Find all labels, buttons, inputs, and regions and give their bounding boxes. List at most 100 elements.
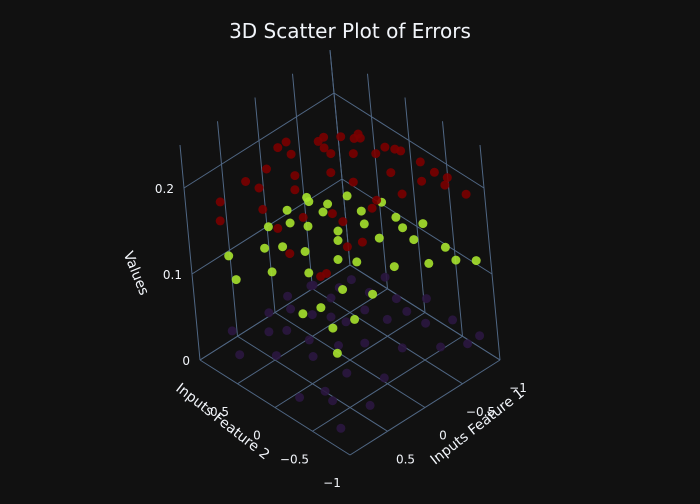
scatter-point[interactable] (254, 183, 264, 193)
scatter-point[interactable] (241, 177, 251, 186)
scatter-point[interactable] (273, 143, 283, 153)
scatter-point[interactable] (352, 257, 362, 267)
scatter-point[interactable] (263, 222, 273, 232)
scatter-point[interactable] (336, 423, 346, 433)
scatter-point[interactable] (290, 171, 300, 181)
scatter-point[interactable] (215, 197, 225, 207)
scatter-point[interactable] (332, 348, 342, 358)
scatter-point[interactable] (349, 133, 359, 143)
scatter-point[interactable] (463, 339, 473, 349)
scatter-point[interactable] (328, 396, 338, 406)
scatter-point[interactable] (421, 318, 431, 328)
scatter-point[interactable] (396, 146, 406, 156)
scatter-point[interactable] (442, 173, 452, 183)
scatter-point[interactable] (298, 212, 308, 222)
data-points[interactable] (215, 129, 485, 433)
scatter-point[interactable] (397, 189, 407, 199)
scatter-point[interactable] (391, 212, 401, 222)
scatter-point[interactable] (418, 219, 428, 229)
scatter-point[interactable] (448, 315, 458, 325)
scatter-point[interactable] (386, 168, 396, 178)
scatter-point[interactable] (342, 191, 352, 201)
scatter-point[interactable] (286, 149, 296, 159)
scatter-point[interactable] (397, 343, 407, 353)
scatter-point[interactable] (260, 243, 270, 253)
scatter-point[interactable] (267, 267, 277, 277)
scatter-point[interactable] (365, 400, 375, 410)
scatter-point[interactable] (215, 216, 225, 226)
scatter-point[interactable] (409, 235, 419, 245)
scatter-point[interactable] (282, 205, 292, 215)
scatter-point[interactable] (285, 218, 295, 228)
scatter-point[interactable] (304, 197, 314, 207)
scatter-point[interactable] (338, 217, 348, 227)
scatter-point[interactable] (360, 338, 370, 348)
scatter-point[interactable] (380, 142, 390, 152)
scatter-point[interactable] (334, 341, 343, 350)
scatter-point[interactable] (367, 203, 377, 213)
scatter-point[interactable] (326, 312, 336, 322)
scatter-point[interactable] (436, 342, 446, 352)
scatter-point[interactable] (389, 262, 399, 272)
scatter-point[interactable] (461, 189, 471, 199)
scatter-point[interactable] (281, 137, 291, 147)
scatter-point[interactable] (357, 237, 367, 247)
scatter-point[interactable] (300, 247, 310, 256)
scatter-point[interactable] (380, 272, 390, 282)
scatter-point[interactable] (264, 327, 274, 337)
scatter-point[interactable] (368, 289, 378, 299)
scatter-point[interactable] (319, 143, 329, 153)
scatter-point[interactable] (262, 164, 271, 174)
scatter-point[interactable] (348, 177, 358, 187)
scatter-point[interactable] (402, 306, 412, 316)
scatter-point[interactable] (283, 291, 293, 301)
scatter-point[interactable] (227, 326, 237, 336)
scatter-point[interactable] (298, 309, 308, 319)
scatter-point[interactable] (278, 242, 288, 252)
scatter-point[interactable] (320, 386, 330, 396)
scatter-point[interactable] (224, 251, 234, 261)
scatter-point[interactable] (308, 352, 318, 361)
scatter-point[interactable] (372, 195, 382, 205)
scatter-point[interactable] (379, 373, 389, 383)
scatter-point[interactable] (258, 204, 268, 214)
scatter-point[interactable] (290, 185, 300, 195)
scatter-point[interactable] (326, 168, 336, 178)
scatter-point[interactable] (308, 280, 318, 290)
scatter-point[interactable] (264, 308, 274, 318)
scatter-point[interactable] (323, 199, 333, 209)
scatter-point[interactable] (398, 223, 408, 233)
scatter-point[interactable] (333, 255, 343, 264)
scatter-point[interactable] (303, 221, 313, 231)
scatter-point[interactable] (326, 149, 336, 159)
scatter-point[interactable] (382, 314, 392, 324)
scatter-point[interactable] (295, 392, 305, 402)
scatter-point[interactable] (374, 233, 384, 243)
scatter-point[interactable] (313, 136, 323, 146)
scatter-point[interactable] (348, 149, 358, 159)
scatter-point[interactable] (333, 236, 343, 245)
scatter-point[interactable] (304, 335, 314, 345)
scatter-point[interactable] (282, 325, 292, 335)
scatter-point[interactable] (341, 317, 351, 327)
scatter-point[interactable] (342, 242, 352, 252)
scatter-point[interactable] (359, 219, 369, 229)
scatter-point[interactable] (285, 249, 295, 259)
scatter-point[interactable] (307, 310, 317, 320)
scatter-point[interactable] (475, 331, 485, 341)
scatter-point[interactable] (328, 323, 338, 333)
scatter-point[interactable] (273, 223, 283, 233)
scatter-point[interactable] (346, 275, 356, 285)
scatter-point[interactable] (333, 226, 343, 236)
scatter-point[interactable] (286, 304, 296, 314)
scatter-point[interactable] (316, 303, 326, 313)
scatter-point[interactable] (342, 368, 352, 378)
scatter-point[interactable] (417, 176, 427, 186)
scatter-point[interactable] (231, 275, 241, 285)
scatter-point[interactable] (327, 209, 337, 219)
scatter-point[interactable] (391, 294, 401, 304)
scatter-point[interactable] (350, 314, 360, 324)
scatter-point[interactable] (429, 167, 439, 177)
scatter-point[interactable] (338, 285, 348, 294)
